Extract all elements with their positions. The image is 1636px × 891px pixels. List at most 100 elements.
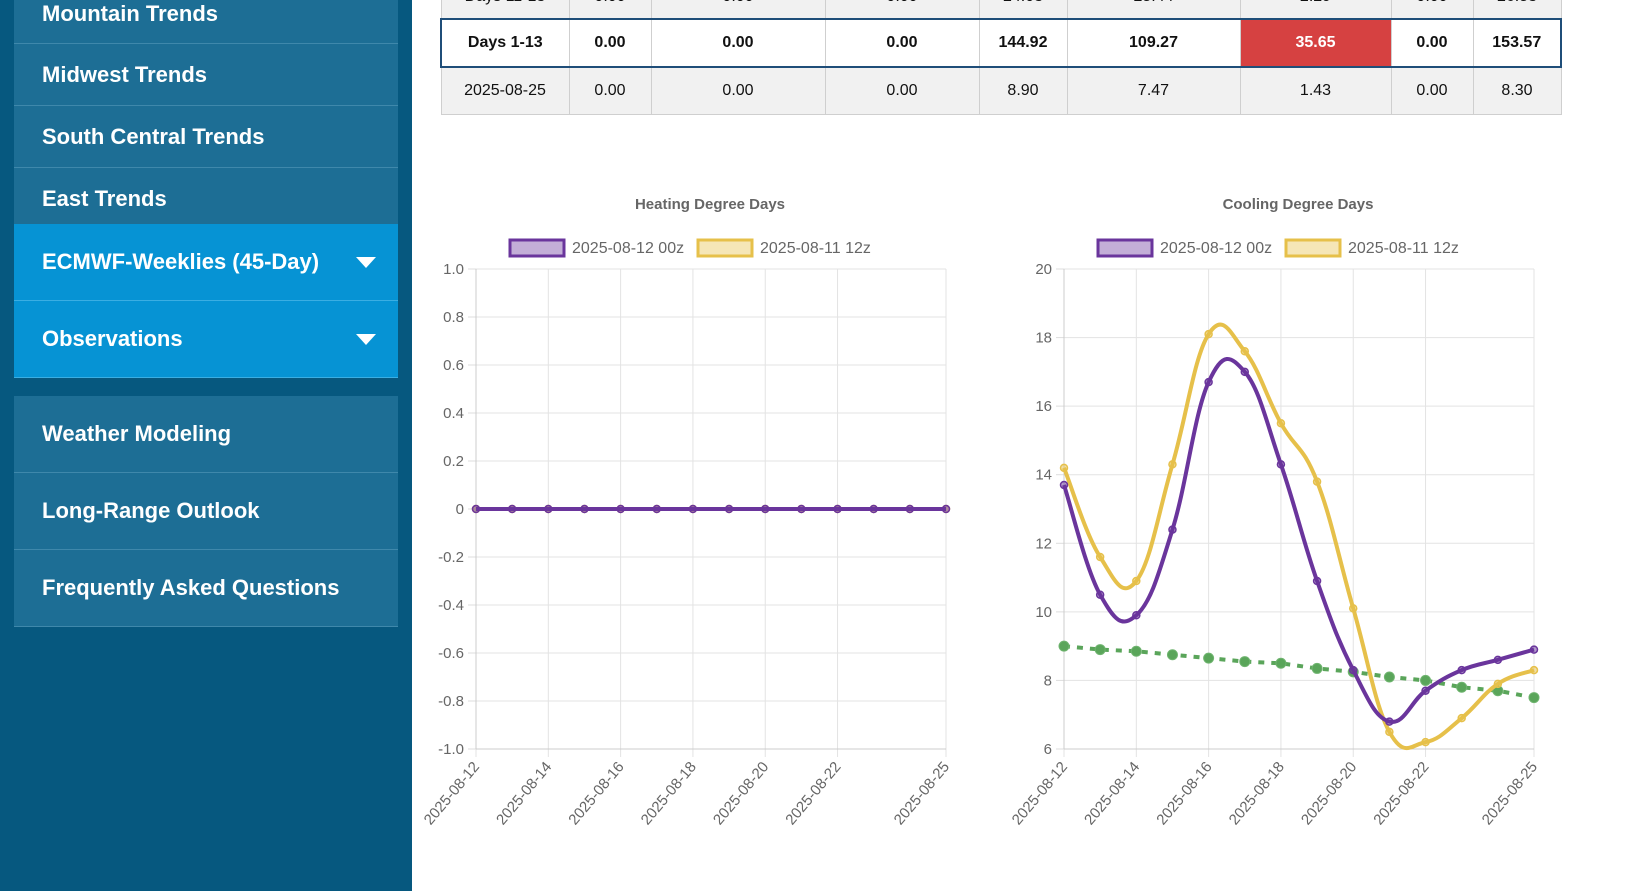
x-tick-label: 2025-08-14: [1081, 759, 1143, 829]
data-point[interactable]: [760, 504, 770, 514]
data-point[interactable]: [1095, 552, 1105, 562]
table-cell: 0.00: [650, 17, 826, 68]
data-point[interactable]: [1240, 367, 1250, 377]
table-cell: 0.00: [568, 17, 652, 68]
data-point[interactable]: [580, 504, 589, 514]
table-cell: 8.90: [978, 66, 1068, 115]
data-point[interactable]: [1239, 656, 1251, 668]
series-line-2025-08-12-00z: [1062, 357, 1535, 724]
data-point[interactable]: [869, 504, 878, 514]
data-point[interactable]: [1493, 655, 1503, 665]
table-cell: 0.00: [650, 66, 826, 115]
data-point[interactable]: [1385, 727, 1394, 737]
data-point[interactable]: [1059, 463, 1069, 473]
table-cell: Days 1-13: [440, 17, 570, 68]
table-cell: 0.00: [1390, 0, 1474, 19]
sidebar-item-weather-modeling[interactable]: Weather Modeling: [14, 396, 398, 473]
legend-item[interactable]: 2025-08-11 12z: [1284, 238, 1459, 258]
legend-item[interactable]: 2025-08-11 12z: [696, 238, 871, 258]
y-tick-label: 0.4: [443, 405, 464, 422]
y-tick-label: 14: [1035, 467, 1052, 484]
sidebar-item-frequently-asked-questions[interactable]: Frequently Asked Questions: [14, 550, 398, 627]
data-point[interactable]: [1059, 480, 1069, 490]
data-point[interactable]: [1457, 665, 1466, 675]
table-cell: 153.57: [1472, 17, 1562, 68]
data-point[interactable]: [1132, 611, 1141, 620]
data-point[interactable]: [1529, 645, 1539, 654]
legend-label: 2025-08-12 00z: [572, 240, 684, 257]
sidebar-item-long-range-outlook[interactable]: Long-Range Outlook: [14, 473, 398, 550]
data-point[interactable]: [1493, 679, 1503, 689]
sidebar-item-east-trends[interactable]: East Trends: [14, 168, 398, 230]
data-point[interactable]: [1276, 419, 1286, 428]
data-point[interactable]: [1275, 657, 1287, 669]
caret-down-icon: [356, 257, 376, 268]
data-point[interactable]: [1132, 576, 1141, 586]
sidebar-item-observations[interactable]: Observations: [14, 301, 398, 378]
table-cell: 2.29: [1239, 0, 1392, 19]
data-point[interactable]: [941, 504, 951, 514]
sidebar-item-label: ECMWF-Weeklies (45-Day): [42, 249, 320, 274]
data-point[interactable]: [471, 504, 481, 514]
data-point[interactable]: [1168, 460, 1177, 469]
data-point[interactable]: [1348, 665, 1358, 675]
data-point[interactable]: [1421, 686, 1430, 695]
data-point[interactable]: [1204, 377, 1213, 387]
sidebar-item-label: Long-Range Outlook: [42, 498, 260, 523]
data-point[interactable]: [1456, 681, 1468, 693]
y-tick-label: 6: [1044, 741, 1052, 758]
sidebar-item-ecmwf-weeklies-45-day[interactable]: ECMWF-Weeklies (45-Day): [14, 224, 398, 301]
data-point[interactable]: [616, 504, 625, 514]
x-tick-label: 2025-08-18: [638, 759, 700, 829]
data-point[interactable]: [1166, 649, 1178, 661]
data-point[interactable]: [1276, 460, 1286, 469]
data-point[interactable]: [1383, 671, 1395, 683]
data-point[interactable]: [905, 504, 915, 514]
x-tick-label: 2025-08-22: [782, 759, 844, 829]
legend-item[interactable]: 2025-08-12 00z: [1096, 238, 1272, 258]
y-tick-label: 8: [1044, 672, 1052, 689]
data-point[interactable]: [507, 504, 517, 514]
data-point[interactable]: [652, 504, 662, 514]
data-point[interactable]: [833, 504, 842, 514]
table-cell: 25.44: [1066, 0, 1241, 19]
data-point[interactable]: [1529, 665, 1539, 675]
heating-degree-days-chart: Heating Degree Days 2025-08-12 00z 2025-08…: [422, 196, 953, 829]
data-point[interactable]: [1528, 692, 1540, 704]
sidebar-item-label: Weather Modeling: [42, 421, 232, 446]
data-point[interactable]: [688, 504, 698, 514]
data-point[interactable]: [1421, 737, 1430, 747]
data-point[interactable]: [1312, 576, 1322, 586]
data-point[interactable]: [1348, 604, 1358, 613]
y-tick-label: 0.8: [443, 309, 464, 326]
cooling-degree-days-chart: Cooling Degree Days 2025-08-12 00z 2025-08…: [1010, 196, 1541, 829]
data-point[interactable]: [1312, 477, 1322, 486]
data-point[interactable]: [1420, 674, 1432, 686]
data-point[interactable]: [1095, 590, 1105, 599]
data-point[interactable]: [1457, 713, 1466, 723]
sidebar-item-mountain-trends[interactable]: Mountain Trends: [14, 0, 398, 44]
chart-title: Cooling Degree Days: [1223, 196, 1374, 213]
caret-down-icon: [356, 334, 376, 345]
x-tick-label: 2025-08-12: [422, 759, 483, 829]
sidebar-item-label: Mountain Trends: [42, 0, 218, 26]
data-point[interactable]: [1168, 525, 1177, 534]
data-point[interactable]: [544, 504, 553, 514]
data-point[interactable]: [1203, 652, 1215, 664]
data-point[interactable]: [1240, 347, 1250, 356]
legend-item[interactable]: 2025-08-12 00z: [508, 238, 684, 258]
y-tick-label: -0.4: [438, 597, 464, 614]
data-point[interactable]: [1385, 717, 1394, 726]
data-point[interactable]: [797, 504, 806, 514]
y-tick-label: 1.0: [443, 261, 464, 278]
data-point[interactable]: [1130, 645, 1142, 657]
y-tick-label: -0.2: [438, 549, 464, 566]
sidebar-item-midwest-trends[interactable]: Midwest Trends: [14, 44, 398, 106]
data-point[interactable]: [1311, 662, 1323, 674]
data-point[interactable]: [724, 504, 734, 514]
data-point[interactable]: [1204, 329, 1213, 339]
data-point[interactable]: [1094, 644, 1106, 656]
data-point[interactable]: [1058, 640, 1070, 652]
nav-group-resources: Weather Modeling Long-Range Outlook Freque…: [14, 396, 398, 627]
sidebar-item-south-central-trends[interactable]: South Central Trends: [14, 106, 398, 168]
